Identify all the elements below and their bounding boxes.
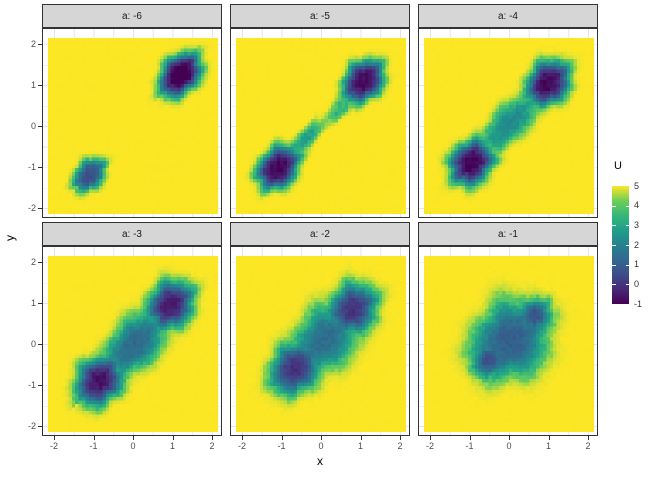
facet-panel <box>230 28 410 218</box>
facet-panel <box>418 246 598 436</box>
x-axis-tick <box>212 436 213 440</box>
x-tick-label: -2 <box>237 441 246 451</box>
legend-tick-label: 4 <box>634 200 640 211</box>
legend-tick <box>625 264 629 266</box>
facet-strip: a: -6 <box>42 4 222 28</box>
y-tick-label: 1 <box>30 80 36 90</box>
y-tick-label: 0 <box>30 339 36 349</box>
facet-strip-label: a: -2 <box>309 228 330 240</box>
x-axis-title: x <box>317 454 323 468</box>
legend-tick <box>625 225 629 227</box>
x-axis-tick <box>242 436 243 440</box>
y-axis-tick <box>38 385 42 386</box>
y-axis-tick <box>38 85 42 86</box>
legend-tick-label: 3 <box>634 219 640 230</box>
heatmap-raster <box>48 256 218 432</box>
x-tick-label: 2 <box>209 441 215 451</box>
legend-colorbar <box>612 186 629 304</box>
y-axis-tick <box>38 303 42 304</box>
heatmap-raster <box>236 256 406 432</box>
x-tick-label: 1 <box>169 441 175 451</box>
x-axis-tick <box>588 436 589 440</box>
heatmap-raster <box>424 256 594 432</box>
x-axis-tick <box>133 436 134 440</box>
y-tick-label: 0 <box>30 121 36 131</box>
x-axis-tick <box>172 436 174 440</box>
x-tick-label: 0 <box>318 441 324 451</box>
x-axis-tick <box>93 436 95 440</box>
y-tick-label: -2 <box>27 203 36 213</box>
y-tick-label: 2 <box>30 39 36 49</box>
facet-strip: a: -3 <box>42 222 222 246</box>
heatmap-raster <box>424 38 594 214</box>
x-axis-tick <box>548 436 550 440</box>
legend-tick <box>625 205 629 207</box>
x-axis-tick <box>321 436 322 440</box>
legend-tick <box>612 245 616 246</box>
legend-tick-label: 0 <box>634 278 640 289</box>
x-tick-label: -2 <box>49 441 58 451</box>
y-tick-label: -1 <box>27 162 36 172</box>
legend-tick-label: 2 <box>634 239 640 250</box>
facet-strip-label: a: -3 <box>121 228 142 240</box>
x-axis-tick <box>360 436 362 440</box>
heatmap-raster <box>48 38 218 214</box>
facet-strip-label: a: -4 <box>497 10 518 22</box>
facet-panel <box>418 28 598 218</box>
legend-tick-label: 1 <box>634 259 640 270</box>
y-axis-tick <box>38 426 42 427</box>
x-tick-label: -2 <box>425 441 434 451</box>
x-tick-label: -1 <box>89 441 98 451</box>
heatmap-raster <box>236 38 406 214</box>
legend: U 5 4 3 2 1 0 -1 <box>610 160 672 320</box>
facet-strip-label: a: -5 <box>309 10 330 22</box>
legend-tick <box>612 284 616 286</box>
y-axis-tick <box>38 44 42 45</box>
facet-panel <box>42 28 222 218</box>
y-axis-tick <box>38 344 42 345</box>
legend-title: U <box>614 160 622 172</box>
x-axis-tick <box>54 436 55 440</box>
x-tick-label: -1 <box>465 441 474 451</box>
facet-strip-label: a: -1 <box>497 228 518 240</box>
legend-tick-label: -1 <box>634 298 643 309</box>
x-tick-label: 1 <box>545 441 551 451</box>
x-axis-tick <box>509 436 510 440</box>
y-axis-tick <box>38 262 42 263</box>
x-axis-tick <box>281 436 283 440</box>
legend-tick <box>612 225 616 227</box>
x-tick-label: 1 <box>357 441 363 451</box>
facet-strip: a: -1 <box>418 222 598 246</box>
facet-strip: a: -5 <box>230 4 410 28</box>
x-axis-tick <box>430 436 431 440</box>
facet-strip: a: -4 <box>418 4 598 28</box>
y-axis-tick <box>38 167 42 168</box>
facet-strip-label: a: -6 <box>121 10 142 22</box>
y-tick-label: -2 <box>27 421 36 431</box>
x-axis-tick <box>469 436 471 440</box>
facet-strip: a: -2 <box>230 222 410 246</box>
y-axis-tick <box>38 208 42 209</box>
x-tick-label: -1 <box>277 441 286 451</box>
legend-tick-label: 5 <box>634 180 640 191</box>
y-tick-label: -1 <box>27 380 36 390</box>
facet-panel <box>230 246 410 436</box>
legend-tick <box>625 284 629 286</box>
x-axis-tick <box>400 436 401 440</box>
y-tick-label: 1 <box>30 298 36 308</box>
legend-tick <box>612 264 616 266</box>
y-tick-label: 2 <box>30 257 36 267</box>
x-tick-label: 0 <box>506 441 512 451</box>
x-tick-label: 0 <box>130 441 136 451</box>
x-tick-label: 2 <box>397 441 403 451</box>
legend-tick <box>625 245 629 246</box>
x-tick-label: 2 <box>585 441 591 451</box>
y-axis-tick <box>38 126 42 127</box>
y-axis-title: y <box>3 235 17 241</box>
facet-panel <box>42 246 222 436</box>
legend-tick <box>612 205 616 207</box>
